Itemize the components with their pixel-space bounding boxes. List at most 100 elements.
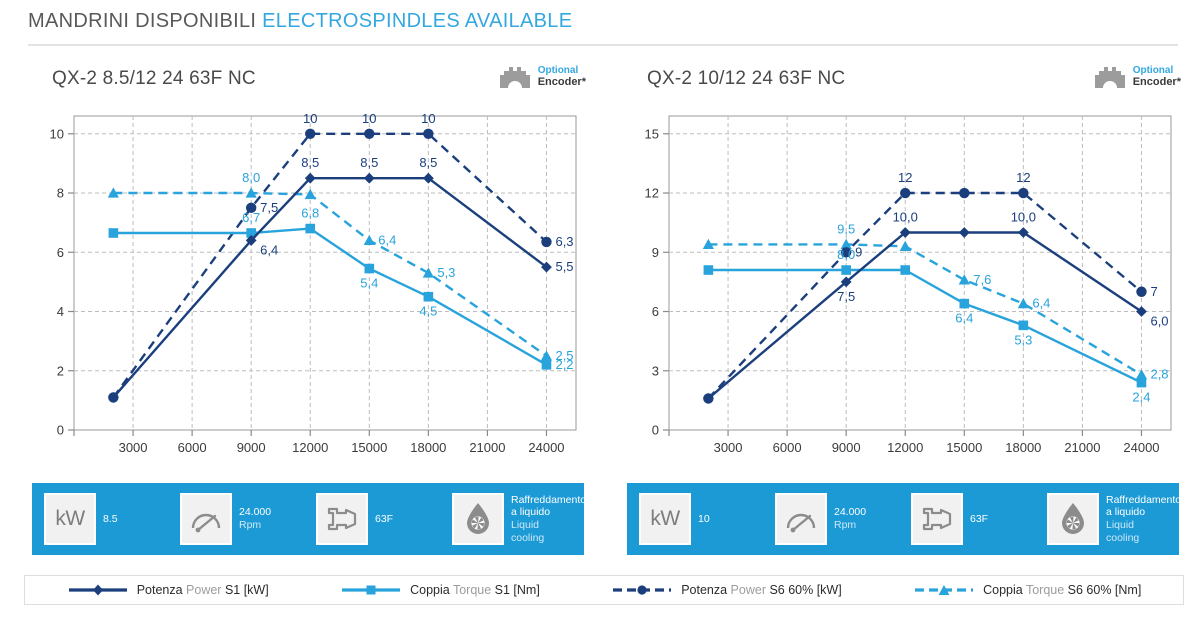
- liquid-cooling-icon: [1047, 493, 1099, 545]
- spec-item: kW 10: [639, 483, 710, 555]
- x-tick-label: 9000: [832, 440, 861, 455]
- data-point: [541, 236, 552, 248]
- spec-value: 24.000 Rpm: [239, 506, 272, 531]
- legend-label: Potenza Power S1 [kW]: [136, 583, 269, 597]
- spec-item: kW 8.5: [44, 483, 118, 555]
- plot-area-right: 0 3 6 9 12 15 3000 6000 9000 12000 15000 18000 21000…: [621, 100, 1185, 470]
- data-point: [540, 350, 553, 361]
- data-label: 8,0: [242, 170, 260, 185]
- data-label: 7,5: [260, 200, 278, 215]
- legend-label: Coppia Torque S6 60% [Nm]: [983, 583, 1142, 597]
- data-label: 2,4: [1132, 390, 1150, 405]
- data-point: [107, 187, 119, 198]
- data-label: 6,4: [260, 242, 278, 257]
- chart-panel-left: QX-2 8.5/12 24 63F NC Optional Encoder* …: [18, 58, 598, 563]
- taper-icon: [316, 493, 368, 545]
- y-tick-label: 9: [652, 245, 659, 260]
- spec-item: 24.000 Rpm: [775, 483, 866, 555]
- data-label: 10: [303, 111, 317, 126]
- data-point: [958, 274, 970, 285]
- y-tick-label: 4: [57, 304, 64, 319]
- chart-svg: 0 3 6 9 12 15 3000 6000 9000 12000 15000 18000 21000…: [645, 115, 1172, 455]
- spec-item: Raffreddamento a liquido Liquid cooling: [1047, 483, 1181, 555]
- data-label: 8,5: [419, 155, 437, 170]
- data-point: [900, 187, 911, 199]
- legend-item-coppia-s1: Coppia Torque S1 [Nm]: [340, 583, 540, 597]
- series-4: 9,5 7,6 6,4 2,8: [702, 221, 1169, 382]
- data-point: [899, 240, 911, 251]
- data-point: [840, 238, 852, 249]
- series-2: 8,0 6,4 5,3 2,4: [703, 247, 1151, 405]
- x-tick-label: 18000: [1005, 440, 1041, 455]
- data-label: 4,5: [419, 304, 437, 319]
- data-point: [363, 234, 375, 246]
- data-point: [245, 187, 257, 198]
- data-point: [840, 247, 852, 258]
- data-label: 2,2: [555, 357, 573, 372]
- legend-label: Coppia Torque S1 [Nm]: [410, 583, 540, 597]
- spec-value: 24.000 Rpm: [834, 506, 867, 531]
- data-point: [841, 265, 851, 275]
- data-point: [304, 188, 316, 200]
- data-point: [1018, 187, 1029, 199]
- optional-encoder-badge-left: Optional Encoder*: [498, 64, 586, 90]
- spec-item: 24.000 Rpm: [180, 483, 271, 555]
- data-point: [423, 128, 434, 139]
- data-label: 6,4: [1032, 296, 1050, 311]
- plot-area-left: 0 2 4 6 8 10 3000 6000 9000 12000 15000 18000 21000 2…: [26, 100, 590, 470]
- spec-value: 10: [698, 512, 710, 525]
- page-header: MANDRINI DISPONIBILI ELECTROSPINDLES AVA…: [28, 10, 1178, 33]
- data-label: 10: [421, 111, 435, 126]
- data-point: [364, 128, 375, 139]
- data-point: [541, 261, 552, 273]
- header-divider: [28, 44, 1178, 46]
- spec-item: 63F: [316, 483, 393, 555]
- x-tick-label: 9000: [237, 440, 266, 455]
- data-point: [840, 276, 852, 288]
- data-label: 6,4: [378, 232, 396, 247]
- spec-value: 63F: [970, 512, 989, 525]
- data-label: 5,3: [437, 265, 455, 280]
- data-point: [1135, 369, 1148, 380]
- data-label: 6,7: [242, 210, 260, 225]
- data-point: [422, 172, 434, 184]
- legend-swatch: [68, 584, 127, 596]
- data-point: [108, 228, 119, 238]
- spec-bar-left: kW 8.5 24.000 Rpm 63F Raffreddamento a liquido…: [32, 483, 587, 555]
- x-tick-label: 15000: [351, 440, 387, 455]
- series-4: 8,0 6,4 5,3 2,5: [107, 170, 574, 363]
- x-tick-label: 21000: [469, 440, 505, 455]
- encoder-label: Encoder*: [1132, 76, 1181, 89]
- kw-icon: kW: [639, 493, 691, 545]
- spec-item: 63F: [911, 483, 988, 555]
- y-tick-label: 12: [645, 186, 659, 201]
- legend-swatch: [613, 585, 672, 595]
- chart-svg: 0 2 4 6 8 10 3000 6000 9000 12000 15000 18000 21000 2…: [50, 111, 577, 455]
- data-label: 10,0: [1011, 210, 1036, 225]
- data-label: 8,0: [837, 247, 855, 262]
- chart-title-right: QX-2 10/12 24 63F NC: [647, 68, 846, 89]
- spec-value: 63F: [375, 512, 394, 525]
- gear-icon: [1093, 64, 1127, 90]
- taper-icon: [911, 493, 963, 545]
- data-label: 7: [1150, 284, 1157, 299]
- data-label: 7,5: [837, 289, 855, 304]
- chart-panel-right: QX-2 10/12 24 63F NC Optional Encoder* 0…: [613, 58, 1193, 563]
- data-label: 9,5: [837, 221, 855, 236]
- series-3: 9 12 12 7: [703, 170, 1158, 404]
- chart-legend: Potenza Power S1 [kW] Coppia Torque S1 [N…: [24, 575, 1184, 605]
- data-label: 2,5: [555, 348, 573, 363]
- x-tick-label: 15000: [946, 440, 982, 455]
- speed-gauge-icon: [775, 493, 827, 545]
- spec-value: Raffreddamento a liquido Liquid cooling: [511, 493, 587, 544]
- legend-item-potenza-s1: Potenza Power S1 [kW]: [67, 583, 269, 597]
- liquid-cooling-icon: [452, 493, 504, 545]
- data-point: [246, 228, 256, 238]
- legend-swatch: [915, 585, 974, 595]
- data-point: [1018, 320, 1029, 331]
- data-point: [1136, 286, 1147, 297]
- data-point: [305, 223, 316, 234]
- data-label: 5,4: [360, 276, 378, 291]
- y-tick-label: 0: [652, 423, 659, 438]
- data-label: 5,5: [555, 259, 573, 274]
